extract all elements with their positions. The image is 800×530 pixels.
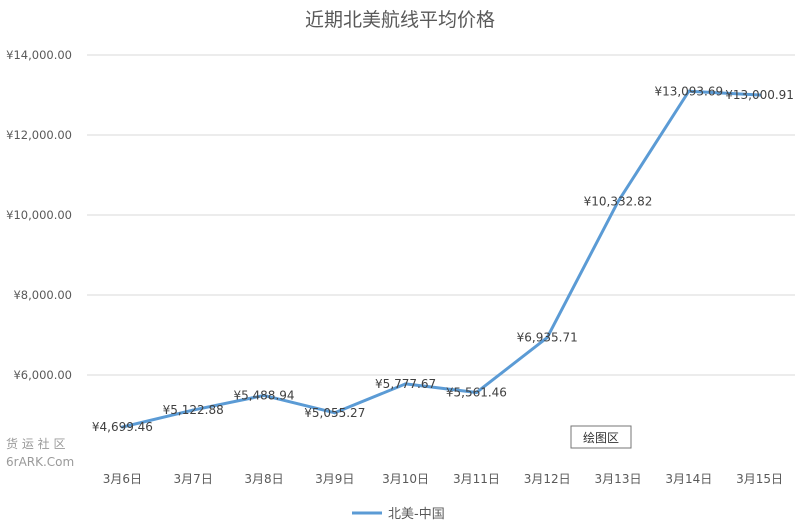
- y-tick-label: ¥12,000.00: [6, 128, 72, 142]
- data-point[interactable]: [120, 425, 124, 429]
- data-point[interactable]: [687, 89, 691, 93]
- data-point[interactable]: [545, 336, 549, 340]
- series-northamerica-china: [120, 89, 762, 429]
- x-tick-label: 3月6日: [103, 472, 142, 486]
- x-tick-label: 3月10日: [382, 472, 429, 486]
- x-tick-label: 3月14日: [665, 472, 712, 486]
- x-tick-label: 3月7日: [174, 472, 213, 486]
- data-label: ¥5,122.88: [163, 403, 224, 417]
- x-tick-label: 3月9日: [315, 472, 354, 486]
- data-label: ¥5,055.27: [304, 406, 365, 420]
- plot-area-tooltip: 绘图区: [570, 425, 632, 449]
- data-label: ¥6,935.71: [517, 331, 578, 345]
- y-tick-label: ¥6,000.00: [13, 368, 72, 382]
- y-tick-label: ¥10,000.00: [6, 208, 72, 222]
- data-point[interactable]: [616, 200, 620, 204]
- y-tick-label: ¥14,000.00: [6, 48, 72, 62]
- x-axis-ticks: 3月6日 3月7日 3月8日 3月9日 3月10日 3月11日 3月12日 3月13日 3月14…: [103, 472, 783, 486]
- data-point[interactable]: [191, 408, 195, 412]
- legend-label: 北美-中国: [388, 507, 445, 522]
- data-label: ¥13,000.91: [725, 88, 794, 102]
- series-line[interactable]: [120, 89, 762, 429]
- y-axis-ticks: ¥14,000.00 ¥12,000.00 ¥10,000.00 ¥8,000.00 ¥…: [6, 48, 72, 382]
- data-label: ¥13,093.69: [654, 84, 723, 98]
- data-label: ¥5,561.46: [446, 386, 507, 400]
- x-tick-label: 3月8日: [244, 472, 283, 486]
- x-tick-label: 3月15日: [736, 472, 783, 486]
- data-labels: ¥4,699.46 ¥5,122.88 ¥5,488.94 ¥5,055.27 ¥5,7…: [92, 84, 794, 434]
- data-point[interactable]: [262, 393, 266, 397]
- tooltip-text: 绘图区: [583, 430, 619, 445]
- tooltip-box: [570, 425, 632, 449]
- gridlines: [87, 54, 795, 376]
- data-label: ¥5,488.94: [233, 388, 294, 402]
- x-tick-label: 3月11日: [453, 472, 500, 486]
- watermark-line1: 货 运 社 区: [6, 436, 65, 451]
- data-label: ¥4,699.46: [92, 420, 153, 434]
- data-point[interactable]: [404, 382, 408, 386]
- chart-title: 近期北美航线平均价格: [305, 9, 495, 31]
- data-point[interactable]: [474, 391, 478, 395]
- data-label: ¥10,332.82: [584, 195, 653, 209]
- data-point[interactable]: [333, 411, 337, 415]
- x-tick-label: 3月12日: [524, 472, 571, 486]
- y-tick-label: ¥8,000.00: [13, 288, 72, 302]
- watermark-line2: 6rARK.Com: [6, 455, 74, 469]
- data-label: ¥5,777.67: [375, 377, 436, 391]
- legend[interactable]: 北美-中国: [352, 507, 445, 522]
- data-point[interactable]: [758, 93, 762, 97]
- x-tick-label: 3月13日: [595, 472, 642, 486]
- watermark: 货 运 社 区 6rARK.Com: [6, 436, 74, 469]
